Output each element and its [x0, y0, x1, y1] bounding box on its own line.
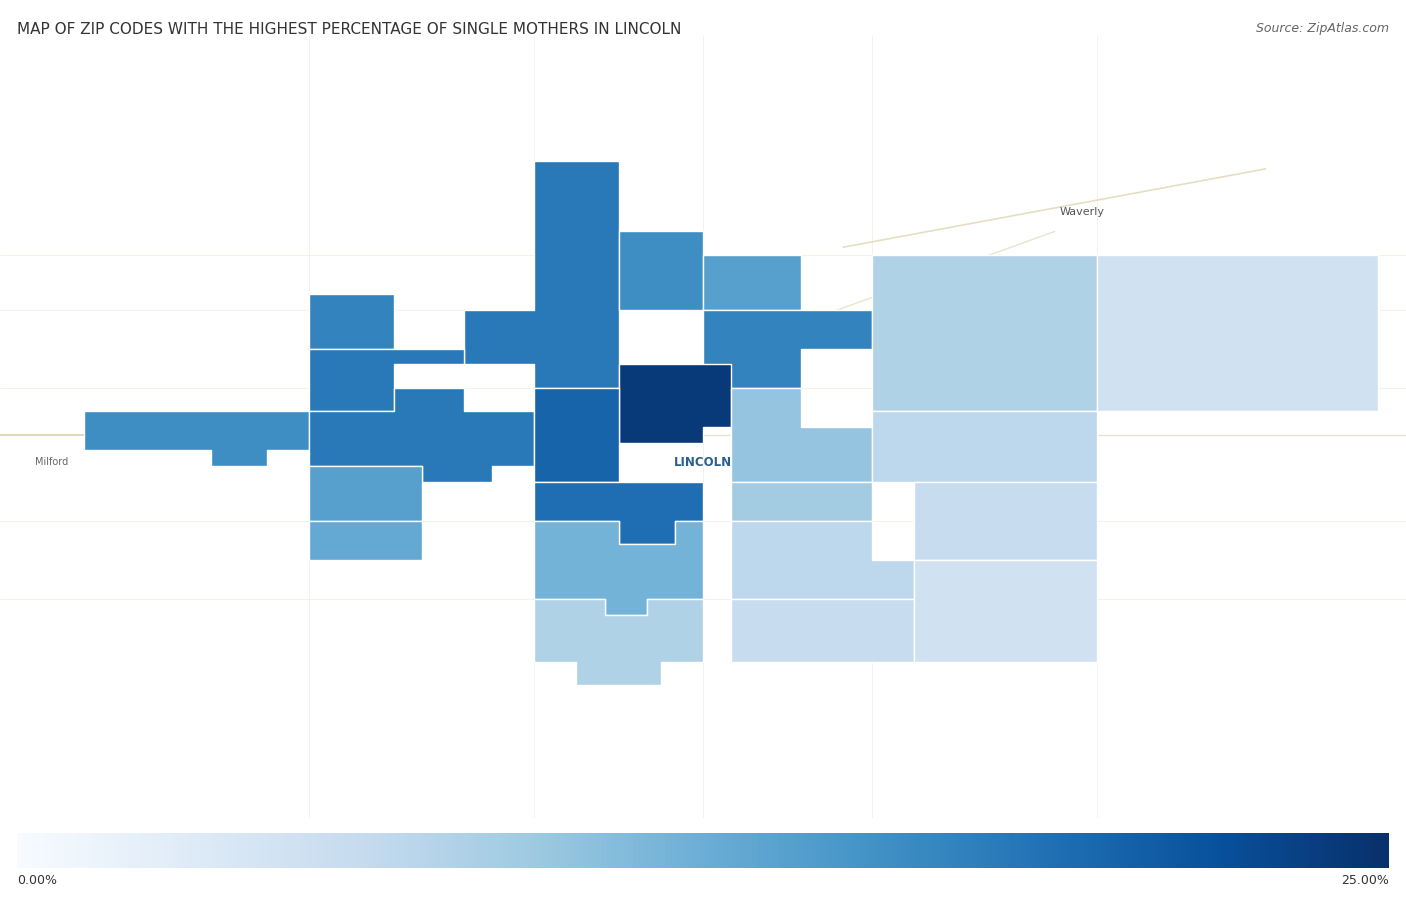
- Text: 25.00%: 25.00%: [1341, 874, 1389, 886]
- Text: Source: ZipAtlas.com: Source: ZipAtlas.com: [1256, 22, 1389, 35]
- Text: Waverly: Waverly: [1060, 207, 1105, 217]
- Text: Milford: Milford: [35, 458, 69, 467]
- Text: 0.00%: 0.00%: [17, 874, 56, 886]
- Text: MAP OF ZIP CODES WITH THE HIGHEST PERCENTAGE OF SINGLE MOTHERS IN LINCOLN: MAP OF ZIP CODES WITH THE HIGHEST PERCEN…: [17, 22, 682, 38]
- Text: LINCOLN: LINCOLN: [673, 456, 733, 468]
